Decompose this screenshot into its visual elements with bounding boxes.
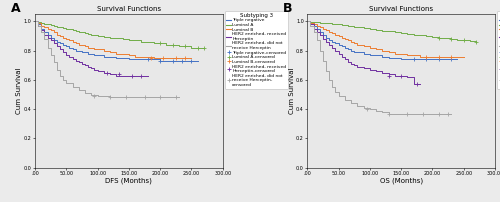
- Legend: Triple negative, Luminal A, Luminal B, HER2 enriched, received
Herceptin, HER2 e: Triple negative, Luminal A, Luminal B, H…: [224, 11, 288, 89]
- X-axis label: OS (Months): OS (Months): [380, 178, 422, 184]
- Y-axis label: Cum Survival: Cum Survival: [288, 68, 294, 114]
- Text: B: B: [283, 2, 292, 15]
- Legend: Triple negative, Luminal A, Luminal B, HER2 enriched, received
Herceptin, HER2 e: Triple negative, Luminal A, Luminal B, H…: [497, 11, 500, 89]
- Text: A: A: [10, 2, 20, 15]
- Title: Survival Functions: Survival Functions: [369, 6, 433, 12]
- Title: Survival Functions: Survival Functions: [97, 6, 161, 12]
- X-axis label: DFS (Months): DFS (Months): [106, 178, 152, 184]
- Y-axis label: Cum Survival: Cum Survival: [16, 68, 22, 114]
